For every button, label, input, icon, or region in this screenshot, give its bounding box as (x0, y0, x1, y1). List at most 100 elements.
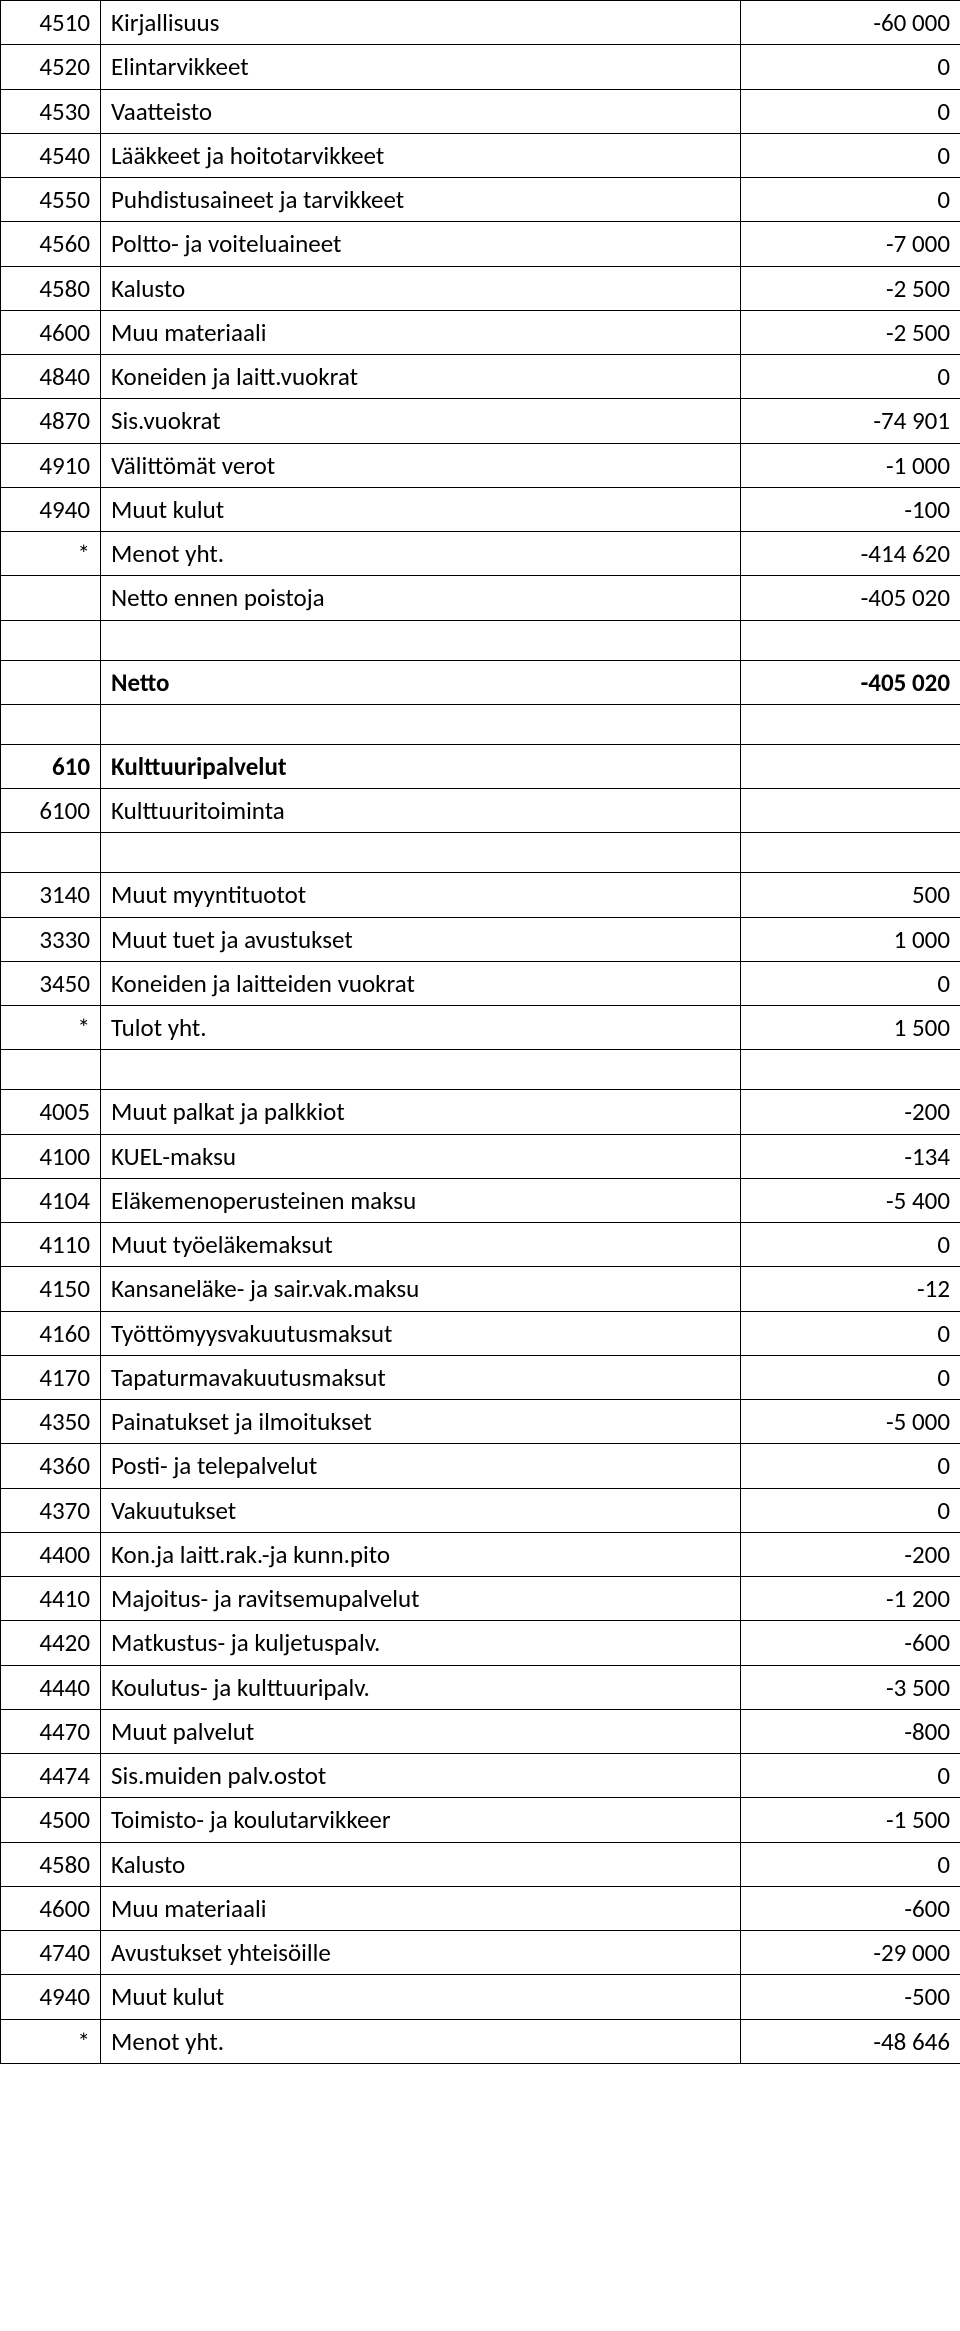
code-cell: 6100 (1, 789, 101, 833)
value-cell: -600 (741, 1621, 960, 1665)
code-cell: 4510 (1, 1, 101, 45)
table-row: 4560Poltto- ja voiteluaineet-7 000 (1, 222, 960, 266)
table-row: 4520Elintarvikkeet0 (1, 45, 960, 89)
value-cell: -48 646 (741, 2019, 960, 2063)
code-cell: * (1, 1006, 101, 1050)
empty-cell (741, 833, 960, 873)
empty-cell (1, 1050, 101, 1090)
table-row: *Menot yht.-48 646 (1, 2019, 960, 2063)
table-row: Netto-405 020 (1, 660, 960, 704)
code-cell: 4440 (1, 1665, 101, 1709)
budget-table: 4510Kirjallisuus-60 0004520Elintarvikkee… (0, 0, 960, 2064)
code-cell: 4474 (1, 1754, 101, 1798)
value-cell: 0 (741, 45, 960, 89)
value-cell: 0 (741, 961, 960, 1005)
table-row: 4160Työttömyysvakuutusmaksut0 (1, 1311, 960, 1355)
spacer-row (1, 704, 960, 744)
value-cell: 0 (741, 1754, 960, 1798)
code-cell: 4104 (1, 1178, 101, 1222)
table-row: 4474Sis.muiden palv.ostot0 (1, 1754, 960, 1798)
code-cell: 4580 (1, 266, 101, 310)
code-cell: 3330 (1, 917, 101, 961)
table-row: 4100KUEL-maksu-134 (1, 1134, 960, 1178)
table-row: 4600Muu materiaali-2 500 (1, 310, 960, 354)
description-cell: Kalusto (101, 1842, 741, 1886)
value-cell: 0 (741, 1488, 960, 1532)
code-cell: 4840 (1, 355, 101, 399)
table-row: 4005Muut palkat ja palkkiot-200 (1, 1090, 960, 1134)
description-cell: Muut tuet ja avustukset (101, 917, 741, 961)
description-cell: Koulutus- ja kulttuuripalv. (101, 1665, 741, 1709)
table-row: 3450Koneiden ja laitteiden vuokrat0 (1, 961, 960, 1005)
table-row: 4580Kalusto0 (1, 1842, 960, 1886)
code-cell: 4540 (1, 133, 101, 177)
value-cell: -29 000 (741, 1931, 960, 1975)
value-cell: -500 (741, 1975, 960, 2019)
code-cell: 3450 (1, 961, 101, 1005)
empty-cell (101, 833, 741, 873)
value-cell: -7 000 (741, 222, 960, 266)
value-cell: -405 020 (741, 660, 960, 704)
value-cell: 0 (741, 1223, 960, 1267)
table-row: 6100Kulttuuritoiminta (1, 789, 960, 833)
code-cell: 4400 (1, 1532, 101, 1576)
description-cell: Tapaturmavakuutusmaksut (101, 1355, 741, 1399)
description-cell: Toimisto- ja koulutarvikkeer (101, 1798, 741, 1842)
description-cell: Netto ennen poistoja (101, 576, 741, 620)
value-cell: -414 620 (741, 532, 960, 576)
code-cell: 4150 (1, 1267, 101, 1311)
code-cell: 4410 (1, 1577, 101, 1621)
description-cell: Menot yht. (101, 2019, 741, 2063)
value-cell (741, 744, 960, 788)
table-row: *Tulot yht.1 500 (1, 1006, 960, 1050)
table-row: 4400Kon.ja laitt.rak.-ja kunn.pito-200 (1, 1532, 960, 1576)
table-row: 4910Välittömät verot-1 000 (1, 443, 960, 487)
code-cell: 4560 (1, 222, 101, 266)
table-row: 4940Muut kulut-500 (1, 1975, 960, 2019)
code-cell: 4910 (1, 443, 101, 487)
table-row: 4440Koulutus- ja kulttuuripalv.-3 500 (1, 1665, 960, 1709)
table-row: 4170Tapaturmavakuutusmaksut0 (1, 1355, 960, 1399)
description-cell: Painatukset ja ilmoitukset (101, 1400, 741, 1444)
code-cell: 4940 (1, 487, 101, 531)
value-cell: -74 901 (741, 399, 960, 443)
table-row: 4530Vaatteisto0 (1, 89, 960, 133)
description-cell: Muu materiaali (101, 310, 741, 354)
code-cell: 4740 (1, 1931, 101, 1975)
code-cell: * (1, 2019, 101, 2063)
table-row: Netto ennen poistoja-405 020 (1, 576, 960, 620)
empty-cell (101, 704, 741, 744)
value-cell: 0 (741, 89, 960, 133)
code-cell: 4550 (1, 178, 101, 222)
value-cell: -1 500 (741, 1798, 960, 1842)
code-cell: 4600 (1, 310, 101, 354)
code-cell: 4005 (1, 1090, 101, 1134)
description-cell: Kon.ja laitt.rak.-ja kunn.pito (101, 1532, 741, 1576)
value-cell: -200 (741, 1090, 960, 1134)
code-cell: 4580 (1, 1842, 101, 1886)
code-cell: 4370 (1, 1488, 101, 1532)
code-cell: 4520 (1, 45, 101, 89)
description-cell: Elintarvikkeet (101, 45, 741, 89)
empty-cell (101, 620, 741, 660)
description-cell: Kirjallisuus (101, 1, 741, 45)
code-cell: 4100 (1, 1134, 101, 1178)
value-cell: 0 (741, 133, 960, 177)
value-cell: -100 (741, 487, 960, 531)
table-row: 4940Muut kulut-100 (1, 487, 960, 531)
code-cell: 4470 (1, 1709, 101, 1753)
value-cell: -2 500 (741, 310, 960, 354)
table-row: 4104Eläkemenoperusteinen maksu-5 400 (1, 1178, 960, 1222)
value-cell: 0 (741, 1444, 960, 1488)
table-row: 4110Muut työeläkemaksut0 (1, 1223, 960, 1267)
table-row: 610Kulttuuripalvelut (1, 744, 960, 788)
description-cell: KUEL-maksu (101, 1134, 741, 1178)
table-row: 3330Muut tuet ja avustukset1 000 (1, 917, 960, 961)
code-cell: 3140 (1, 873, 101, 917)
description-cell: Muut palvelut (101, 1709, 741, 1753)
value-cell: 0 (741, 178, 960, 222)
description-cell: Koneiden ja laitteiden vuokrat (101, 961, 741, 1005)
spacer-row (1, 620, 960, 660)
table-row: 4550Puhdistusaineet ja tarvikkeet0 (1, 178, 960, 222)
description-cell: Puhdistusaineet ja tarvikkeet (101, 178, 741, 222)
